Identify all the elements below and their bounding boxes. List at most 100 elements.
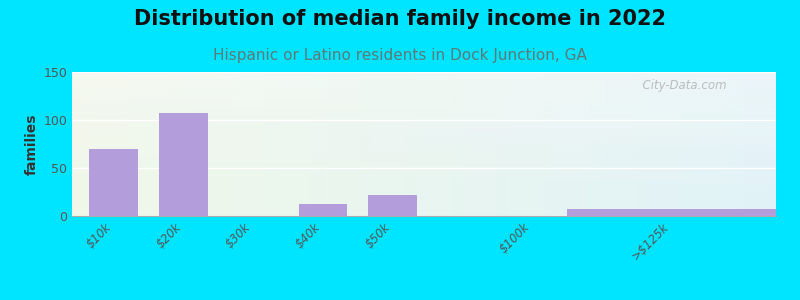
Bar	[646, 72, 650, 216]
Bar	[635, 72, 638, 216]
Bar	[72, 112, 776, 113]
Bar	[741, 72, 744, 216]
Bar	[72, 118, 776, 119]
Bar	[75, 72, 79, 216]
Bar	[716, 72, 720, 216]
Y-axis label: families: families	[25, 113, 39, 175]
Bar	[72, 214, 776, 215]
Bar	[153, 72, 157, 216]
Bar	[86, 72, 90, 216]
Bar	[118, 72, 122, 216]
Bar	[449, 72, 452, 216]
Bar	[72, 185, 776, 186]
Bar	[72, 166, 776, 167]
Bar	[159, 113, 208, 216]
Bar	[286, 72, 290, 216]
Bar	[234, 72, 238, 216]
Bar	[459, 72, 462, 216]
Bar	[72, 163, 776, 164]
Bar	[336, 72, 339, 216]
Bar	[72, 207, 776, 208]
Bar	[72, 72, 776, 73]
Bar	[567, 209, 776, 216]
Bar	[206, 72, 210, 216]
Bar	[72, 171, 776, 172]
Bar	[72, 96, 776, 97]
Bar	[72, 192, 776, 193]
Bar	[498, 72, 502, 216]
Bar	[178, 72, 181, 216]
Bar	[72, 107, 776, 108]
Bar	[603, 72, 607, 216]
Bar	[72, 206, 776, 207]
Bar	[650, 72, 653, 216]
Bar	[730, 72, 734, 216]
Bar	[72, 142, 776, 143]
Bar	[72, 193, 776, 194]
Bar	[417, 72, 421, 216]
Bar	[258, 72, 262, 216]
Bar	[762, 72, 766, 216]
Bar	[322, 72, 326, 216]
Bar	[72, 110, 776, 111]
Bar	[452, 72, 456, 216]
Bar	[72, 213, 776, 214]
Bar	[139, 72, 142, 216]
Bar	[72, 108, 776, 109]
Bar	[72, 100, 776, 101]
Bar	[72, 194, 776, 195]
Bar	[333, 72, 336, 216]
Bar	[427, 72, 431, 216]
Bar	[72, 137, 776, 138]
Bar	[72, 156, 776, 157]
Bar	[424, 72, 427, 216]
Bar	[72, 120, 776, 121]
Bar	[72, 140, 776, 141]
Bar	[494, 72, 498, 216]
Bar	[590, 72, 593, 216]
Bar	[72, 124, 776, 125]
Bar	[72, 134, 776, 135]
Bar	[72, 195, 776, 196]
Bar	[329, 72, 333, 216]
Bar	[72, 169, 776, 170]
Bar	[621, 72, 625, 216]
Bar	[474, 72, 477, 216]
Bar	[213, 72, 216, 216]
Bar	[72, 87, 776, 88]
Bar	[266, 72, 269, 216]
Bar	[72, 104, 776, 105]
Bar	[72, 209, 776, 210]
Bar	[72, 116, 776, 117]
Bar	[290, 72, 294, 216]
Bar	[371, 72, 374, 216]
Bar	[72, 72, 75, 216]
Bar	[72, 191, 776, 192]
Bar	[755, 72, 758, 216]
Bar	[470, 72, 474, 216]
Bar	[346, 72, 350, 216]
Bar	[294, 72, 298, 216]
Bar	[72, 162, 776, 163]
Bar	[618, 72, 621, 216]
Bar	[550, 72, 554, 216]
Bar	[72, 210, 776, 211]
Bar	[72, 151, 776, 152]
Bar	[695, 72, 698, 216]
Bar	[442, 72, 445, 216]
Bar	[110, 72, 114, 216]
Bar	[72, 99, 776, 100]
Bar	[72, 160, 776, 161]
Bar	[280, 72, 283, 216]
Bar	[181, 72, 185, 216]
Bar	[357, 72, 361, 216]
Bar	[72, 130, 776, 131]
Bar	[72, 103, 776, 104]
Bar	[97, 72, 100, 216]
Bar	[72, 85, 776, 86]
Bar	[125, 72, 128, 216]
Bar	[72, 177, 776, 178]
Bar	[522, 72, 526, 216]
Bar	[72, 198, 776, 199]
Bar	[93, 72, 97, 216]
